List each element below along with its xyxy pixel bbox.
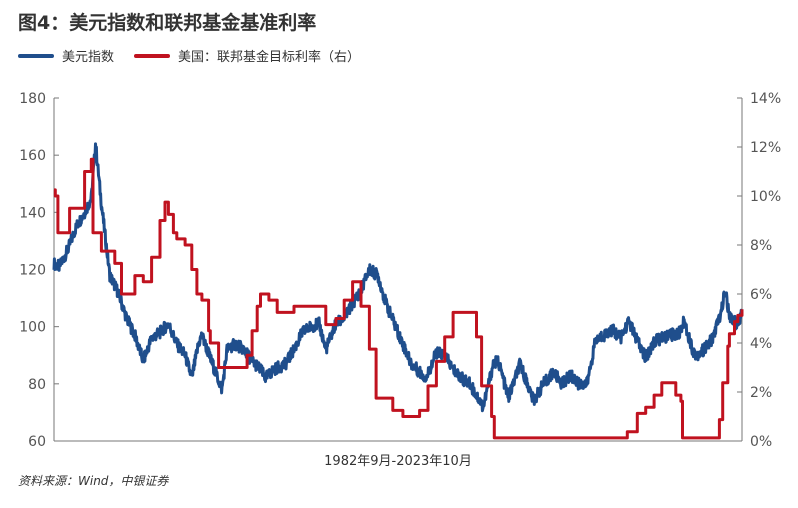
series-line-dxy (52, 142, 744, 413)
x-axis-label: 1982年9月-2023年10月 (324, 454, 472, 469)
right-tick-label: 4% (750, 336, 772, 352)
right-tick-label: 6% (750, 287, 772, 303)
left-tick-label: 180 (19, 91, 46, 107)
series-line-fed (53, 157, 744, 440)
left-tick-label: 120 (19, 263, 46, 279)
source-note: 资料来源：Wind，中银证券 (18, 474, 169, 488)
right-tick-label: 10% (750, 189, 781, 205)
left-tick-label: 140 (19, 205, 46, 221)
legend-swatch-fed (134, 53, 171, 58)
left-tick-label: 100 (19, 320, 46, 336)
right-tick-label: 0% (750, 434, 772, 450)
right-tick-label: 12% (750, 140, 781, 156)
right-tick-label: 8% (750, 238, 772, 254)
legend-label-fed: 美国：联邦基金目标利率（右） (178, 50, 361, 65)
legend-label-dxy: 美元指数 (62, 50, 115, 65)
chart-title: 图4：美元指数和联邦基金基准利率 (18, 12, 317, 34)
legend-item-dxy: 美元指数 (18, 46, 114, 65)
left-tick-label: 60 (28, 434, 46, 450)
left-tick-label: 160 (19, 148, 46, 164)
right-tick-label: 2% (750, 385, 772, 401)
left-tick-label: 80 (28, 377, 46, 393)
legend-item-fed: 美国：联邦基金目标利率（右） (134, 46, 360, 65)
legend-swatch-dxy (18, 53, 54, 58)
legend: 美元指数 美国：联邦基金目标利率（右） (18, 46, 380, 65)
right-tick-label: 14% (750, 91, 781, 107)
